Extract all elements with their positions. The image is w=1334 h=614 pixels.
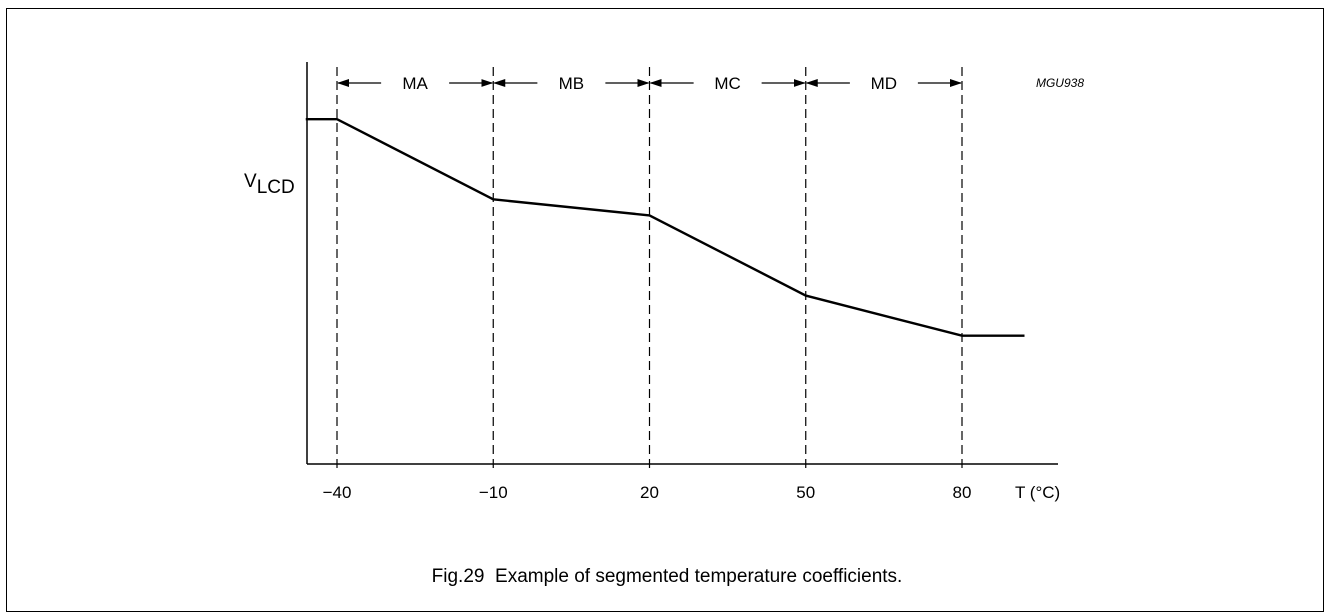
x-tick-label: 20 [640,483,659,502]
segment-label: MC [714,74,740,93]
segment-label: MB [559,74,585,93]
x-axis-label: T (°C) [1015,483,1060,502]
x-tick-label: 50 [796,483,815,502]
figure-caption: Fig.29 Example of segmented temperature … [431,566,903,587]
figure-frame [6,8,1324,612]
x-tick-label: −40 [323,483,352,502]
series-line [305,117,1025,337]
y-axis-label-main: V [244,171,257,192]
y-axis-label-sub: LCD [257,177,295,198]
segment-label: MA [402,74,428,93]
y-axis-label: VLCD [244,171,295,198]
figure-code: MGU938 [1036,76,1084,90]
x-tick-label: 80 [953,483,972,502]
segment-label: MD [871,74,897,93]
x-tick-label: −10 [479,483,508,502]
